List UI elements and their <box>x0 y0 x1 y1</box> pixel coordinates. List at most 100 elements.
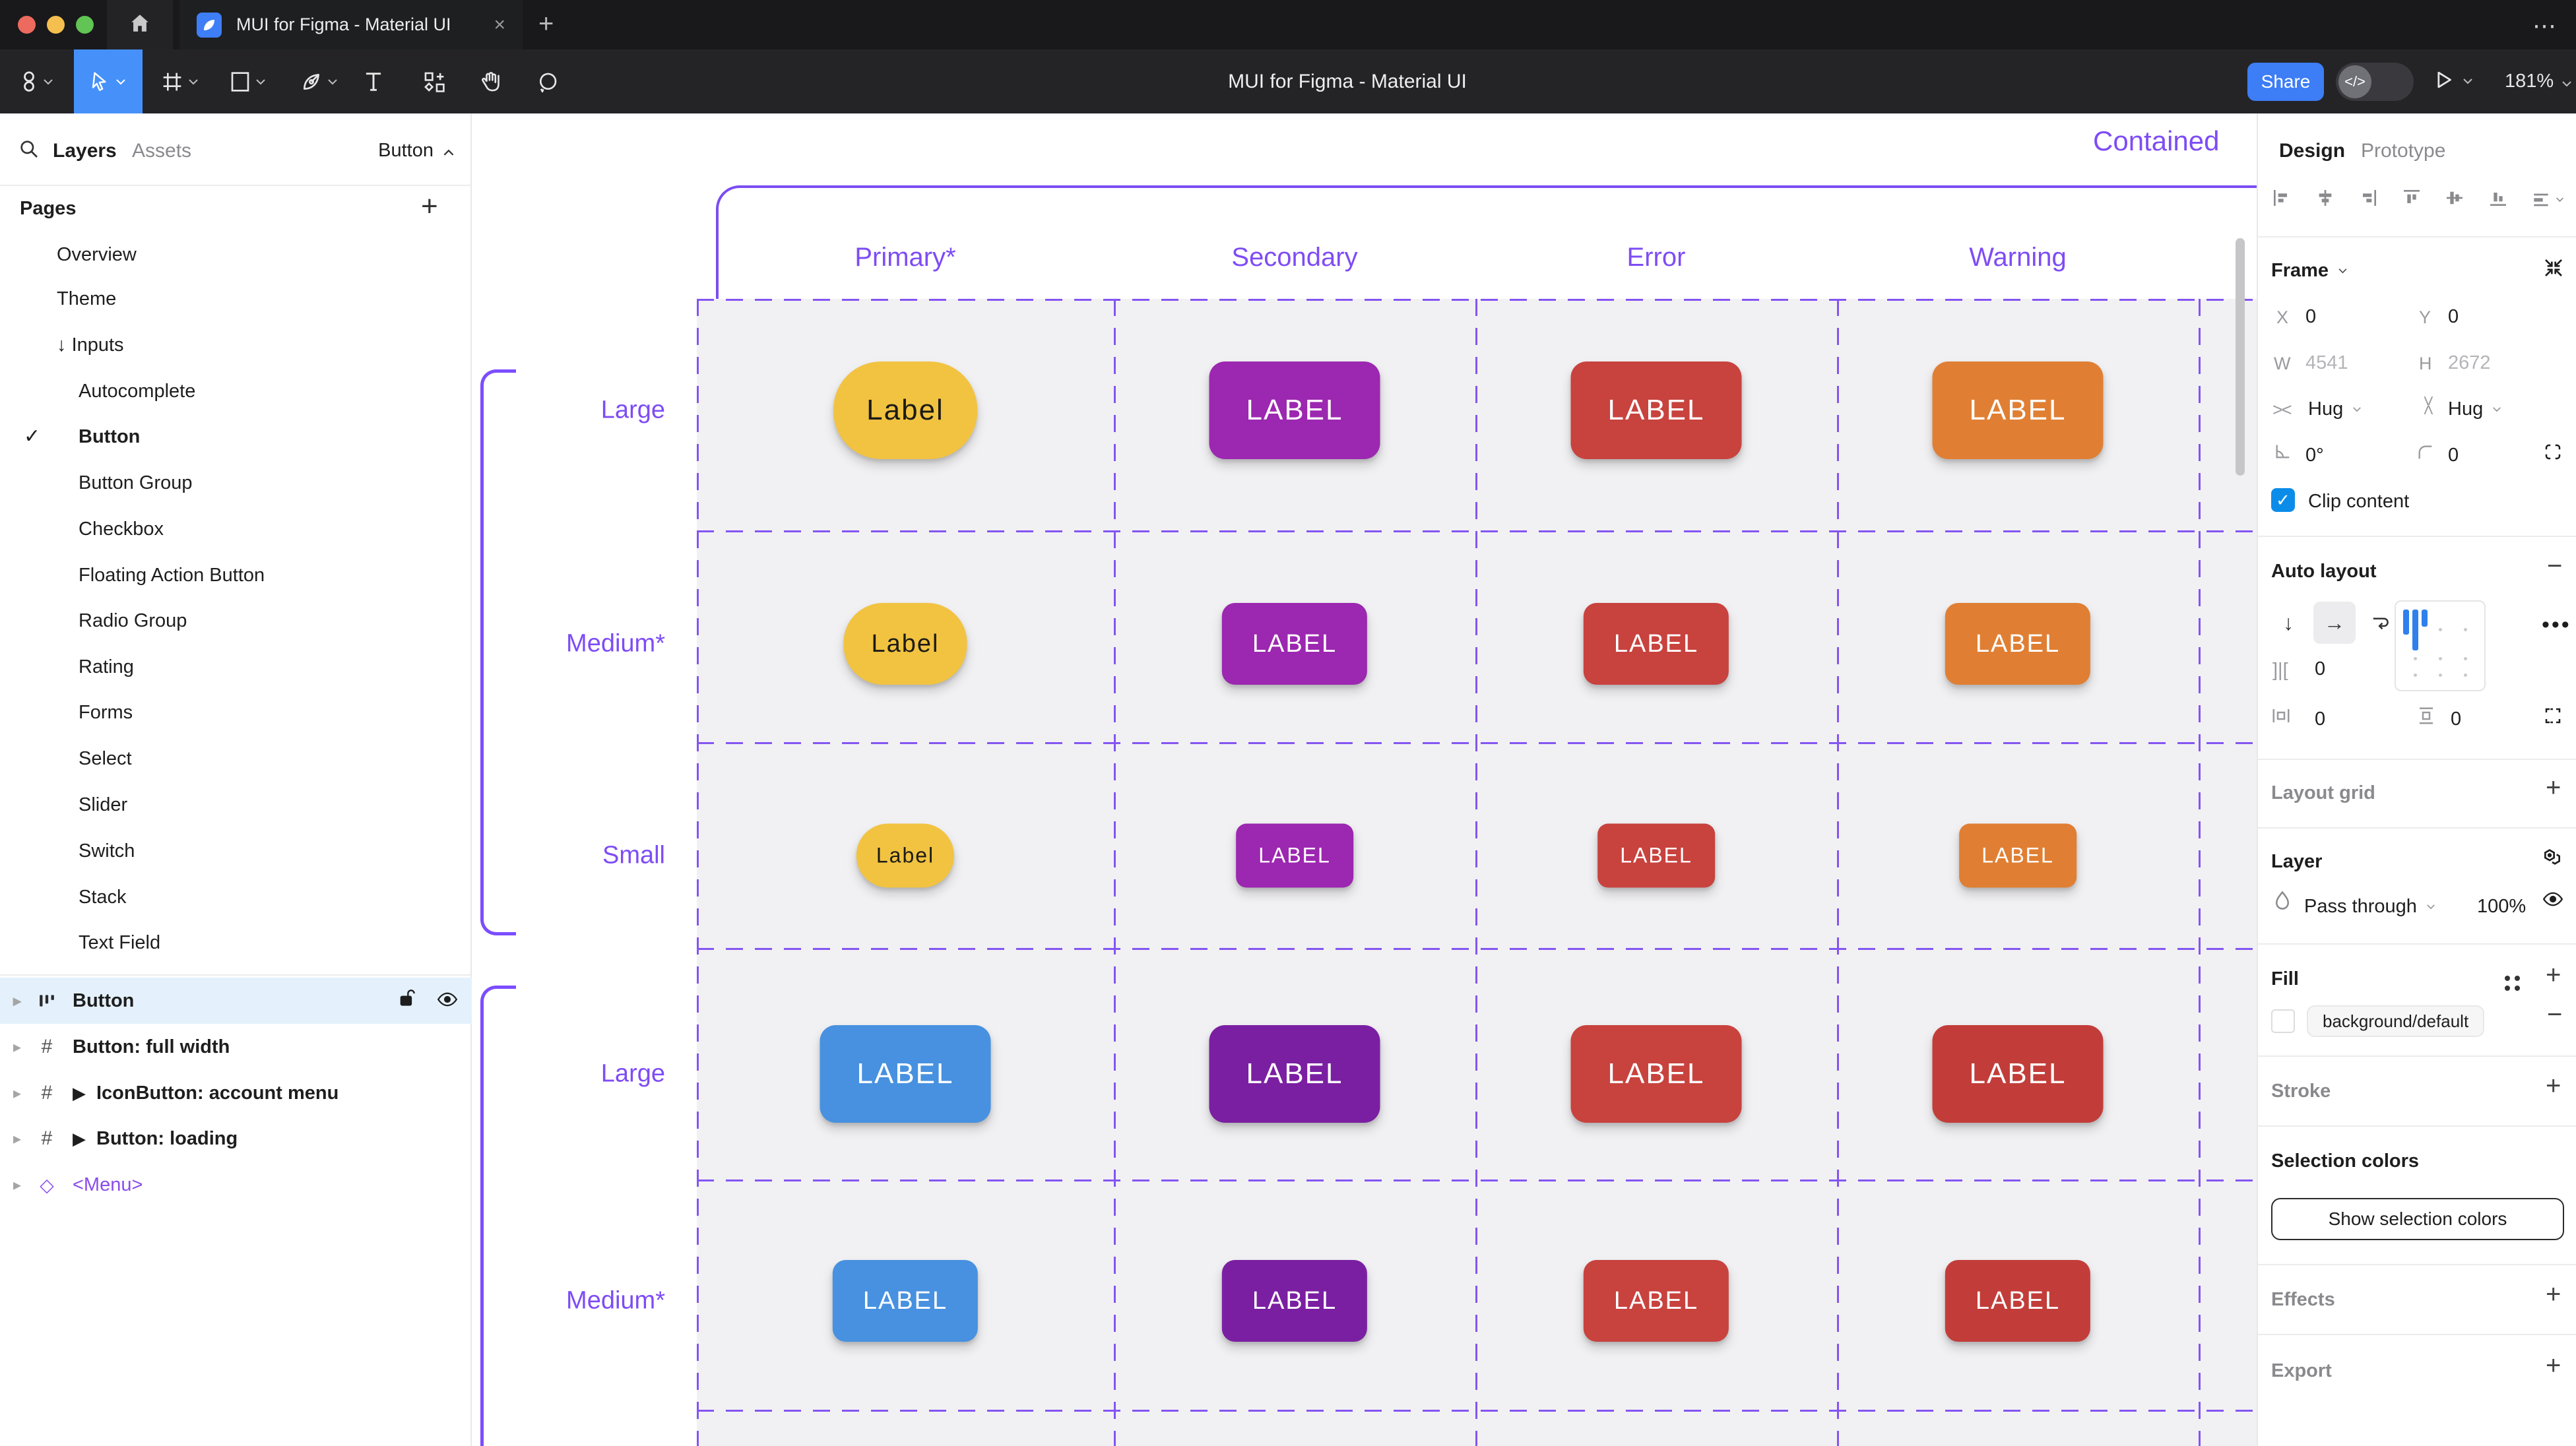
unlock-icon[interactable] <box>398 989 415 1013</box>
canvas-button-large-primary[interactable]: LABEL <box>820 1025 991 1123</box>
page-item-select[interactable]: Select <box>79 748 132 769</box>
align-right-icon[interactable] <box>2358 187 2379 212</box>
align-bottom-icon[interactable] <box>2488 187 2509 212</box>
vertical-padding-value[interactable]: 0 <box>2451 708 2462 730</box>
add-page-button[interactable]: + <box>421 190 438 222</box>
distribute-menu-icon[interactable] <box>2530 189 2564 210</box>
page-item-slider[interactable]: Slider <box>79 794 128 815</box>
window-close-button[interactable] <box>18 16 36 34</box>
fill-style-token[interactable]: background/default <box>2307 1005 2485 1037</box>
canvas-button-small-primary[interactable]: Label <box>856 823 955 888</box>
shape-tool-button[interactable] <box>218 49 278 113</box>
dev-mode-toggle[interactable]: </> <box>2336 63 2414 101</box>
page-item-button-group[interactable]: Button Group <box>79 472 193 493</box>
search-icon[interactable] <box>18 139 40 163</box>
horizontal-padding-value[interactable]: 0 <box>2315 708 2326 730</box>
individual-padding-icon[interactable] <box>2543 706 2563 729</box>
page-item-text-field[interactable]: Text Field <box>79 932 161 953</box>
hand-tool-button[interactable] <box>466 49 516 113</box>
page-item-floating-action-button[interactable]: Floating Action Button <box>79 565 265 586</box>
page-item-inputs[interactable]: ↓ Inputs <box>57 324 124 366</box>
add-effect-button[interactable]: + <box>2546 1280 2561 1309</box>
canvas-button-medium-secondary[interactable]: LABEL <box>1221 603 1368 685</box>
pen-tool-button[interactable] <box>288 49 351 113</box>
layer-row-button[interactable]: ▸ Button <box>0 978 472 1024</box>
auto-layout-vertical-button[interactable]: ↓ <box>2283 610 2294 635</box>
blend-mode-select[interactable]: Pass through <box>2304 896 2435 918</box>
rotation-value[interactable]: 0° <box>2305 445 2324 466</box>
canvas-button-medium-primary[interactable]: Label <box>843 603 967 685</box>
tab-layers[interactable]: Layers <box>53 140 117 162</box>
canvas-button-small-error[interactable]: LABEL <box>1597 823 1715 888</box>
canvas-button-large-secondary[interactable]: LABEL <box>1209 1025 1380 1123</box>
file-tab[interactable]: MUI for Figma - Material UI × <box>179 0 523 49</box>
y-field-value[interactable]: 0 <box>2448 306 2459 327</box>
canvas-button-medium-secondary[interactable]: LABEL <box>1221 1260 1368 1342</box>
canvas-viewport[interactable]: Contained Primary* Secondary Error Warni… <box>473 113 2257 1446</box>
canvas-button-large-warning[interactable]: LABEL <box>1932 362 2104 459</box>
canvas-button-small-warning[interactable]: LABEL <box>1959 823 2077 888</box>
window-minimize-button[interactable] <box>47 16 65 34</box>
canvas-button-large-secondary[interactable]: LABEL <box>1209 362 1380 459</box>
canvas-button-large-warning[interactable]: LABEL <box>1932 1025 2104 1123</box>
page-item-autocomplete[interactable]: Autocomplete <box>79 381 196 402</box>
chevron-right-icon[interactable]: ▸ <box>13 1084 22 1102</box>
page-item-button[interactable]: Button <box>79 426 141 447</box>
align-h-center-icon[interactable] <box>2315 187 2336 212</box>
text-tool-button[interactable] <box>352 49 395 113</box>
layer-row-iconbutton-account-menu[interactable]: ▸ # ▶ IconButton: account menu <box>0 1070 472 1116</box>
zoom-level-button[interactable]: 181% <box>2505 49 2572 113</box>
canvas-button-small-secondary[interactable]: LABEL <box>1236 823 1353 888</box>
chevron-right-icon[interactable]: ▸ <box>13 1129 22 1148</box>
opacity-value[interactable]: 100% <box>2477 896 2527 917</box>
chevron-right-icon[interactable]: ▸ <box>13 991 22 1010</box>
width-field-value[interactable]: 4541 <box>2305 352 2348 373</box>
canvas-button-medium-primary[interactable]: LABEL <box>832 1260 979 1342</box>
add-stroke-button[interactable]: + <box>2546 1071 2561 1100</box>
align-v-center-icon[interactable] <box>2444 187 2465 212</box>
canvas-button-medium-error[interactable]: LABEL <box>1583 603 1729 685</box>
present-button[interactable] <box>2435 49 2473 113</box>
remove-fill-button[interactable]: − <box>2547 1000 2563 1029</box>
fill-styles-icon[interactable] <box>2505 972 2520 991</box>
move-tool-button[interactable] <box>74 49 143 113</box>
show-selection-colors-button[interactable]: Show selection colors <box>2271 1198 2564 1240</box>
page-item-radio-group[interactable]: Radio Group <box>79 610 187 631</box>
gap-value[interactable]: 0 <box>2315 658 2326 679</box>
blend-mode-icon[interactable] <box>2542 847 2563 871</box>
new-tab-button[interactable]: + <box>538 9 554 38</box>
page-item-rating[interactable]: Rating <box>79 656 134 677</box>
layer-row-button-full-width[interactable]: ▸ # Button: full width <box>0 1024 472 1070</box>
auto-layout-alignment-grid[interactable] <box>2395 600 2486 691</box>
canvas-scrollbar[interactable] <box>2236 238 2245 476</box>
auto-layout-horizontal-button[interactable]: → <box>2313 602 2356 644</box>
canvas-button-large-primary[interactable]: Label <box>833 362 977 459</box>
eye-icon[interactable] <box>2542 892 2563 910</box>
page-item-theme[interactable]: Theme <box>57 288 117 309</box>
independent-corners-icon[interactable] <box>2543 442 2563 465</box>
canvas-button-medium-warning[interactable]: LABEL <box>1945 603 2091 685</box>
remove-auto-layout-button[interactable]: − <box>2547 551 2563 581</box>
add-fill-button[interactable]: + <box>2546 960 2561 990</box>
frame-tool-button[interactable] <box>150 49 210 113</box>
hug-vertical-select[interactable]: Hug <box>2448 398 2501 420</box>
hug-horizontal-select[interactable]: Hug <box>2308 398 2362 420</box>
page-item-forms[interactable]: Forms <box>79 702 133 723</box>
eye-icon[interactable] <box>437 990 458 1012</box>
page-item-stack[interactable]: Stack <box>79 887 127 908</box>
comment-tool-button[interactable] <box>523 49 573 113</box>
tab-prototype[interactable]: Prototype <box>2361 140 2446 162</box>
layer-row-menu-component[interactable]: ▸ ◇ <Menu> <box>0 1162 472 1208</box>
page-item-overview[interactable]: Overview <box>57 244 137 265</box>
resources-tool-button[interactable] <box>409 49 459 113</box>
clip-content-checkbox[interactable]: ✓ <box>2271 488 2295 512</box>
home-button[interactable] <box>107 0 173 49</box>
auto-layout-more-icon[interactable]: ••• <box>2542 612 2571 637</box>
chevron-right-icon[interactable]: ▸ <box>13 1038 22 1056</box>
page-selector-button[interactable]: Button <box>378 140 455 162</box>
corner-radius-value[interactable]: 0 <box>2448 445 2459 466</box>
frame-section-header[interactable]: Frame <box>2271 260 2348 282</box>
page-item-switch[interactable]: Switch <box>79 840 135 862</box>
tab-design[interactable]: Design <box>2279 140 2346 162</box>
main-menu-button[interactable] <box>9 49 65 113</box>
